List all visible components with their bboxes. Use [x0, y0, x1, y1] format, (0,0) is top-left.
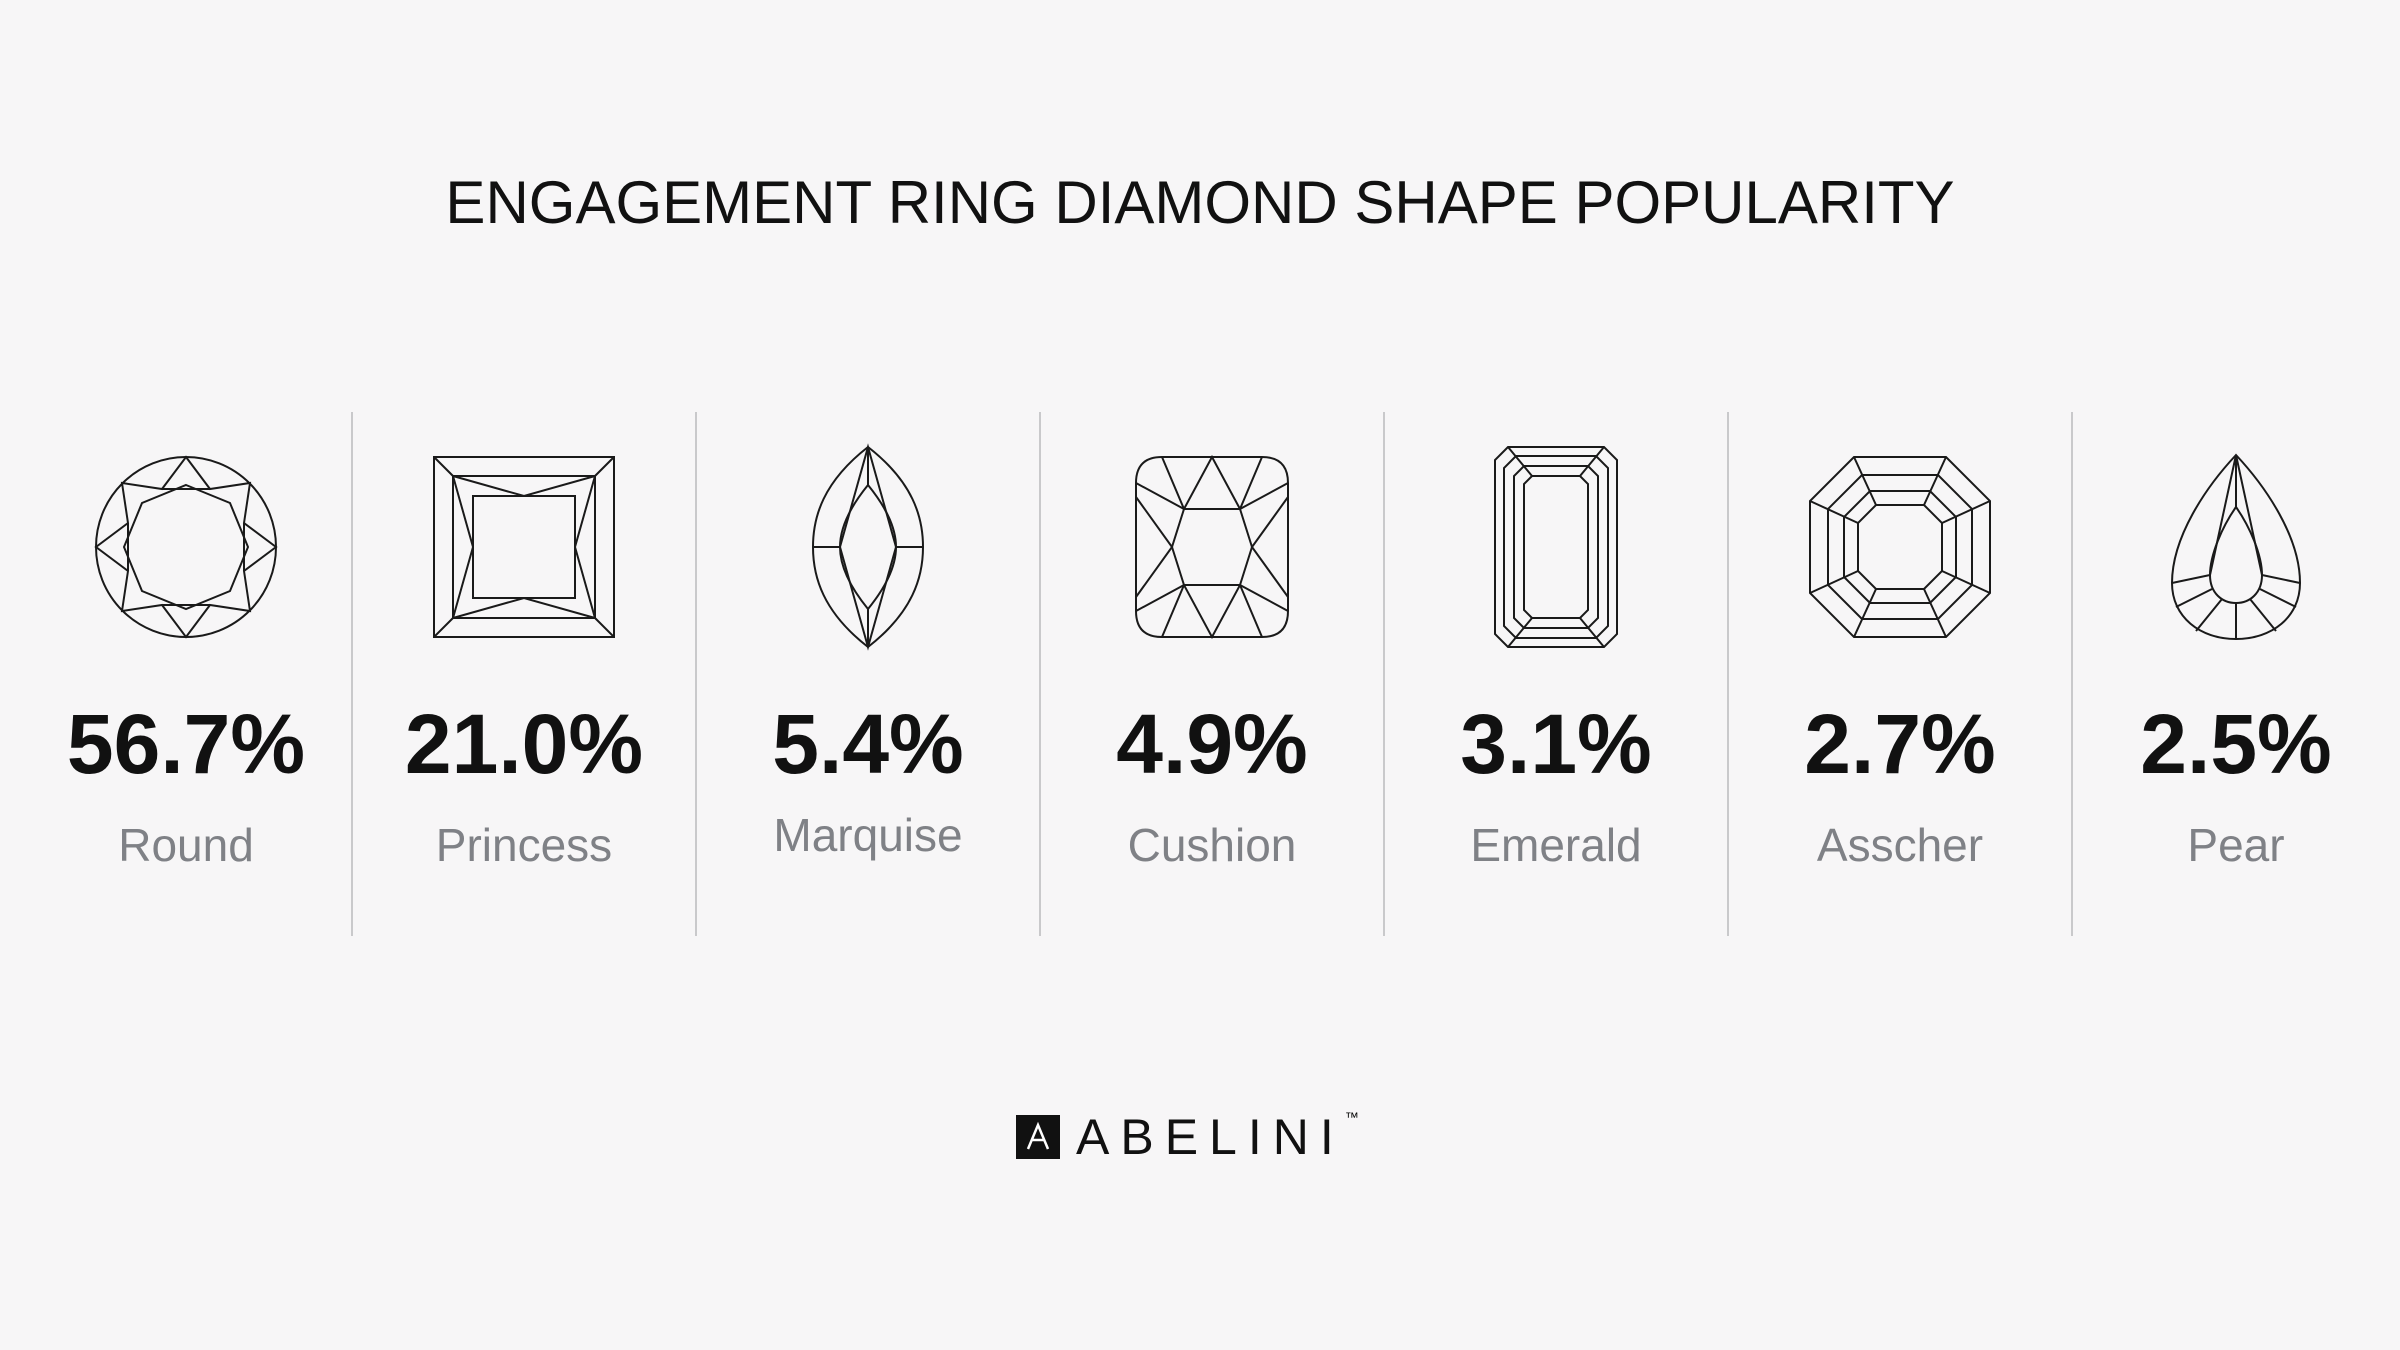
princess-diamond-icon [352, 452, 696, 642]
percent-value: 2.5% [2140, 697, 2332, 791]
percent-value: 3.1% [1460, 697, 1652, 791]
shape-card-cushion: 4.9% Cushion [1040, 412, 1384, 936]
percent-value: 4.9% [1116, 697, 1308, 791]
percent-value: 21.0% [404, 697, 644, 791]
round-diamond-icon [14, 452, 358, 642]
page-title: ENGAGEMENT RING DIAMOND SHAPE POPULARITY [445, 169, 1955, 236]
shape-label: Pear [2187, 819, 2285, 871]
marquise-diamond-icon [696, 443, 1040, 651]
abelini-logo-mark-icon [1016, 1115, 1060, 1159]
shape-card-emerald: 3.1% Emerald [1384, 412, 1728, 936]
trademark-symbol: ™ [1344, 1109, 1359, 1125]
shapes-row: 56.7% Round 21.0% Princess 5. [0, 412, 2400, 936]
shape-card-asscher: 2.7% Asscher [1728, 412, 2072, 936]
shape-label: Cushion [1127, 819, 1297, 871]
pear-diamond-icon [2064, 452, 2400, 642]
divider [695, 412, 697, 936]
shape-card-round: 56.7% Round [14, 412, 358, 936]
divider [351, 412, 353, 936]
divider [1383, 412, 1385, 936]
divider [1039, 412, 1041, 936]
shape-label: Asscher [1816, 819, 1984, 871]
percent-value: 56.7% [66, 697, 306, 791]
shape-label: Princess [435, 819, 613, 871]
shape-card-marquise: 5.4% Marquise [696, 412, 1040, 936]
asscher-diamond-icon [1728, 452, 2072, 642]
shape-label: Round [118, 819, 254, 871]
logo-text: ABELINI [1076, 1109, 1345, 1165]
shape-card-princess: 21.0% Princess [352, 412, 696, 936]
abelini-logo: ABELINI ™ [1016, 1109, 1359, 1165]
divider [2071, 412, 2073, 936]
shape-label: Emerald [1470, 819, 1642, 871]
shape-card-pear: 2.5% Pear [2064, 412, 2400, 936]
divider [1727, 412, 1729, 936]
percent-value: 2.7% [1804, 697, 1996, 791]
shape-label: Marquise [773, 809, 963, 861]
emerald-diamond-icon [1384, 446, 1728, 648]
cushion-diamond-icon [1040, 452, 1384, 642]
percent-value: 5.4% [772, 697, 964, 791]
